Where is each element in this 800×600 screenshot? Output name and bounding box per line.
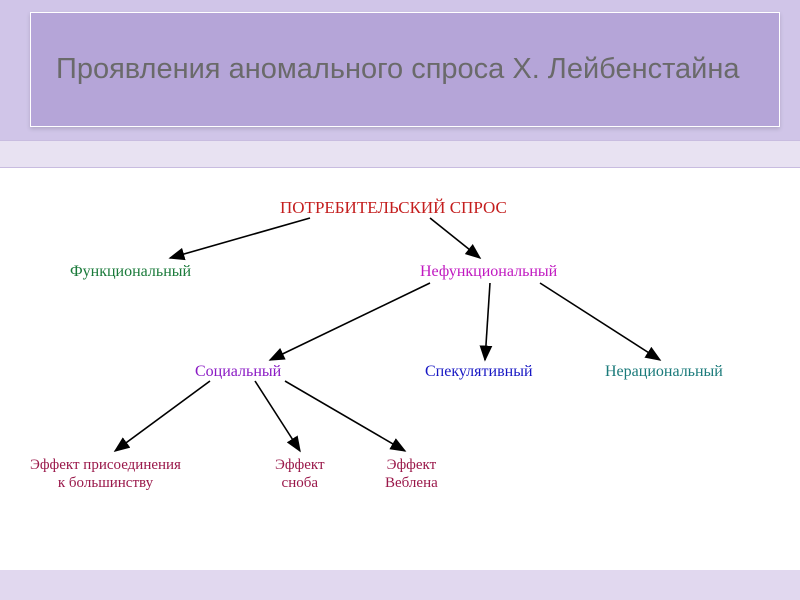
divider-band	[0, 140, 800, 168]
diagram-edge	[285, 381, 405, 451]
diagram-area: ПОТРЕБИТЕЛЬСКИЙ СПРОС Функциональный Нефун…	[0, 168, 800, 600]
diagram-node-eff2: Эффект сноба	[275, 456, 325, 492]
diagram-node-nerac: Нерациональный	[605, 363, 723, 381]
diagram-edge	[485, 283, 490, 360]
diagram-node-root: ПОТРЕБИТЕЛЬСКИЙ СПРОС	[280, 198, 507, 218]
diagram-edge	[430, 218, 480, 258]
diagram-node-eff3: Эффект Веблена	[385, 456, 438, 492]
diagram-edge	[255, 381, 300, 451]
header-inner: Проявления аномального спроса Х. Лейбенс…	[30, 12, 780, 127]
diagram-edge	[540, 283, 660, 360]
header-band: Проявления аномального спроса Х. Лейбенс…	[0, 0, 800, 140]
diagram-node-social: Социальный	[195, 363, 281, 381]
diagram-arrows	[0, 168, 800, 600]
slide-title: Проявления аномального спроса Х. Лейбенс…	[56, 51, 740, 87]
diagram-node-eff1: Эффект присоединения к большинству	[30, 456, 181, 492]
diagram-node-spec: Спекулятивный	[425, 363, 533, 381]
footer-band	[0, 570, 800, 600]
diagram-edge	[115, 381, 210, 451]
diagram-node-func: Функциональный	[70, 263, 191, 281]
diagram-edge	[270, 283, 430, 360]
diagram-node-nefunc: Нефункциональный	[420, 263, 557, 281]
diagram-edge	[170, 218, 310, 258]
